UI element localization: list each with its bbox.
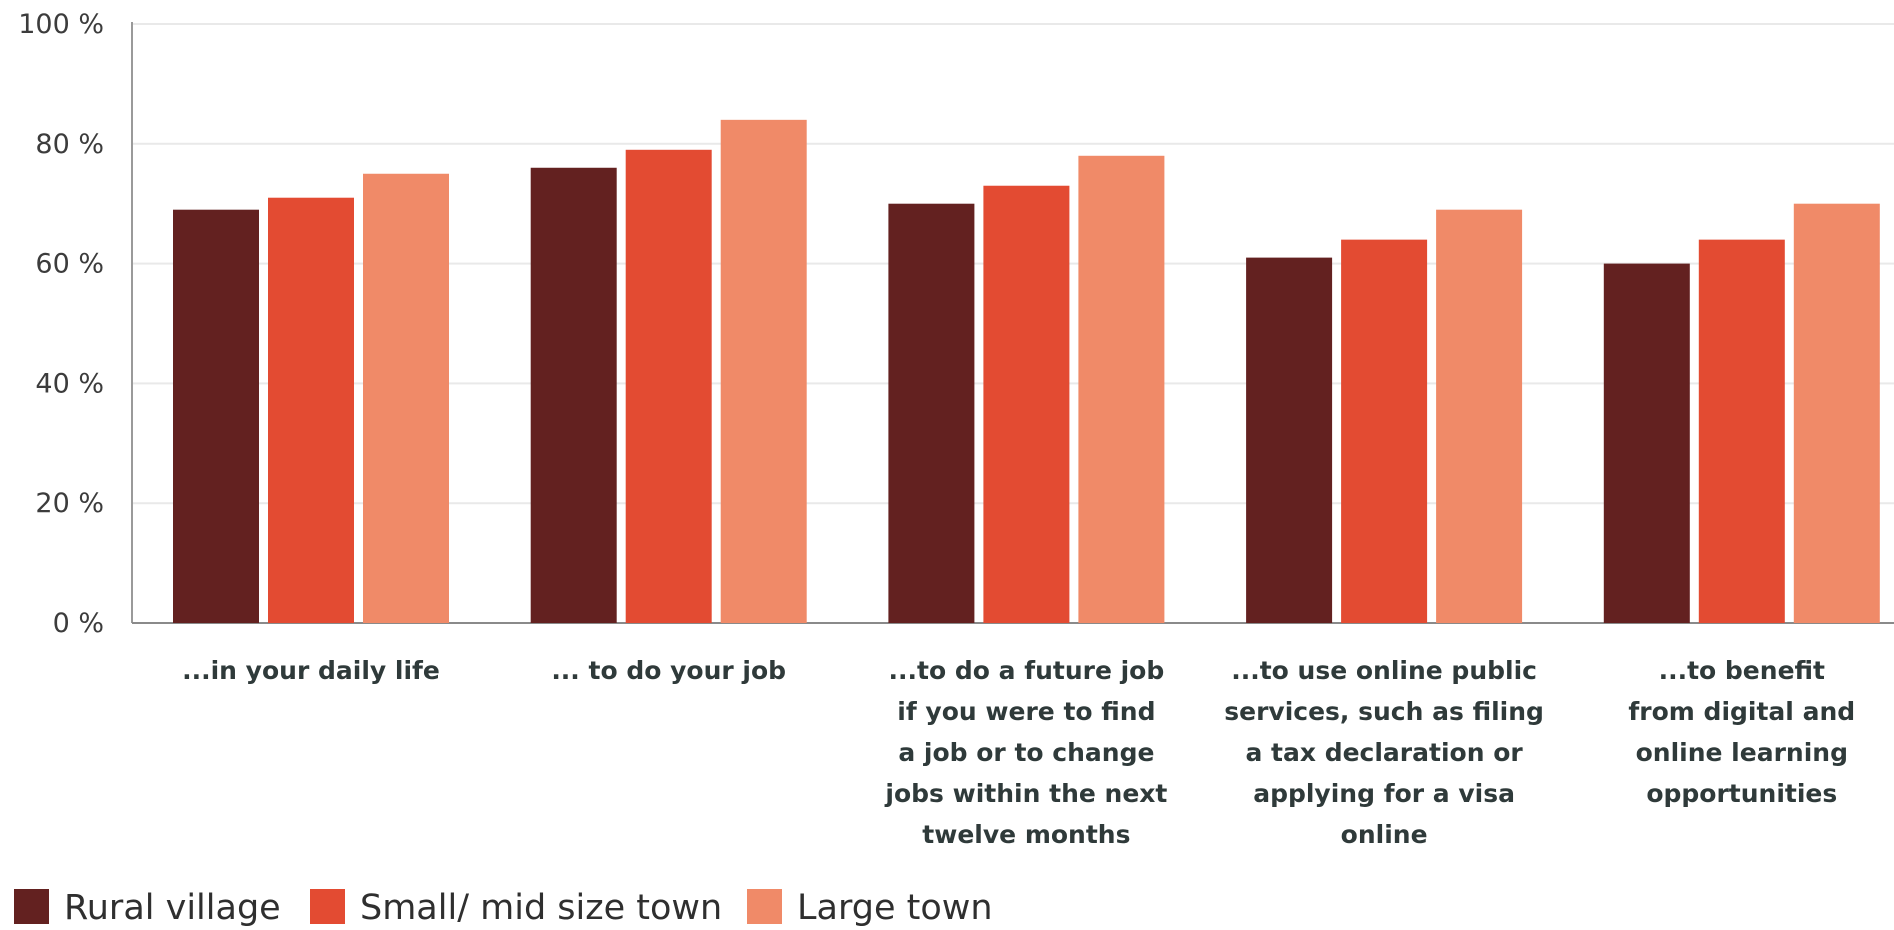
- bar-rural-village-1: [530, 167, 617, 623]
- y-tick-label: 0 %: [53, 608, 104, 639]
- category-label-line: opportunities: [1646, 779, 1837, 808]
- category-label-line: jobs within the next: [884, 779, 1167, 808]
- category-label-line: online: [1341, 820, 1428, 849]
- legend-swatch: [310, 889, 345, 924]
- category-label-line: a tax declaration or: [1245, 738, 1523, 767]
- bar-large-town-3: [1436, 209, 1523, 623]
- category-label-line: twelve months: [922, 820, 1130, 849]
- bar-large-town-4: [1793, 203, 1880, 623]
- category-label-line: a job or to change: [898, 738, 1154, 767]
- y-tick-label: 20 %: [35, 488, 104, 519]
- bars: [173, 119, 1880, 624]
- y-tick-label: 60 %: [35, 249, 104, 280]
- legend-label: Large town: [797, 888, 993, 928]
- bar-large-town-0: [363, 173, 449, 623]
- bar-rural-village-0: [173, 209, 259, 623]
- category-label-line: ...to benefit: [1659, 656, 1825, 685]
- bar-large-town-1: [720, 119, 807, 623]
- category-label-line: from digital and: [1628, 697, 1855, 726]
- legend-swatch: [747, 889, 782, 924]
- bar-small-mid-size-town-1: [625, 149, 712, 624]
- category-label-line: ...to use online public: [1231, 656, 1537, 685]
- bar-rural-village-2: [888, 203, 975, 623]
- x-axis-category-labels: ...in your daily life ... to do your job.…: [182, 656, 1855, 849]
- category-label-line: if you were to find: [897, 697, 1155, 726]
- legend-swatch: [14, 889, 49, 924]
- category-label-line: ...to do a future job: [889, 656, 1165, 685]
- legend-label: Rural village: [64, 888, 281, 928]
- category-label-line: ...in your daily life: [182, 656, 440, 685]
- y-tick-label: 100 %: [18, 9, 104, 40]
- bar-small-mid-size-town-2: [983, 185, 1070, 624]
- legend-label: Small/ mid size town: [360, 888, 722, 928]
- bar-rural-village-3: [1246, 257, 1333, 623]
- bar-small-mid-size-town-0: [268, 197, 354, 623]
- y-tick-label: 40 %: [35, 368, 104, 399]
- bar-rural-village-4: [1603, 263, 1690, 623]
- category-label-line: online learning: [1636, 738, 1848, 767]
- y-tick-label: 80 %: [35, 129, 104, 160]
- bar-small-mid-size-town-4: [1698, 239, 1785, 623]
- category-label-line: applying for a visa: [1253, 779, 1515, 808]
- bar-large-town-2: [1078, 155, 1165, 623]
- category-label-line: ... to do your job: [551, 656, 786, 685]
- bar-small-mid-size-town-3: [1341, 239, 1428, 623]
- category-label-line: services, such as filing: [1224, 697, 1544, 726]
- legend: Rural village Small/ mid size town Large t…: [14, 888, 993, 928]
- y-axis-ticks: 0 % 20 % 40 % 60 % 80 % 100 %: [18, 9, 104, 639]
